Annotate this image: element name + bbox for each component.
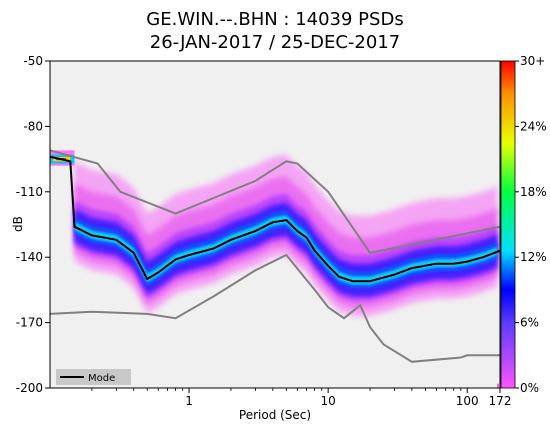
legend: Mode (56, 369, 131, 385)
y-tick-label: -170 (16, 316, 43, 330)
y-tick-label: -140 (16, 250, 43, 264)
psd-density (50, 149, 500, 388)
mode-line (50, 155, 500, 283)
colorbar (500, 60, 516, 389)
colorbar-tick-label: 6% (520, 316, 539, 330)
chart-title-line2: 26-JAN-2017 / 25-DEC-2017 (150, 32, 401, 53)
colorbar-tick-label: 0% (520, 381, 539, 395)
y-tick-label: -80 (23, 119, 43, 133)
colorbar-tick-label: 30+ (520, 54, 545, 68)
colorbar-tick-label: 24% (520, 119, 547, 133)
colorbar-tick-label: 18% (520, 185, 547, 199)
density-band-4 (74, 210, 498, 289)
nhnm-line (50, 149, 500, 254)
x-tick-label: 1 (185, 394, 193, 408)
legend-box (56, 369, 131, 385)
y-tick-label: -50 (23, 54, 43, 68)
y-axis-label: dB (11, 216, 25, 232)
x-tick-label: 172 (489, 394, 512, 408)
chart-title-line1: GE.WIN.--.BHN : 14039 PSDs (146, 9, 403, 30)
colorbar-tick-label: 12% (520, 250, 547, 264)
y-tick-label: -110 (16, 185, 43, 199)
nlnm-line (50, 253, 500, 363)
x-axis-label: Period (Sec) (239, 408, 311, 422)
legend-mode-label: Mode (88, 373, 115, 384)
y-tick-label: -200 (16, 381, 43, 395)
plot-frame (49, 60, 501, 389)
x-tick-label: 10 (321, 394, 336, 408)
x-tick-label: 100 (456, 394, 479, 408)
